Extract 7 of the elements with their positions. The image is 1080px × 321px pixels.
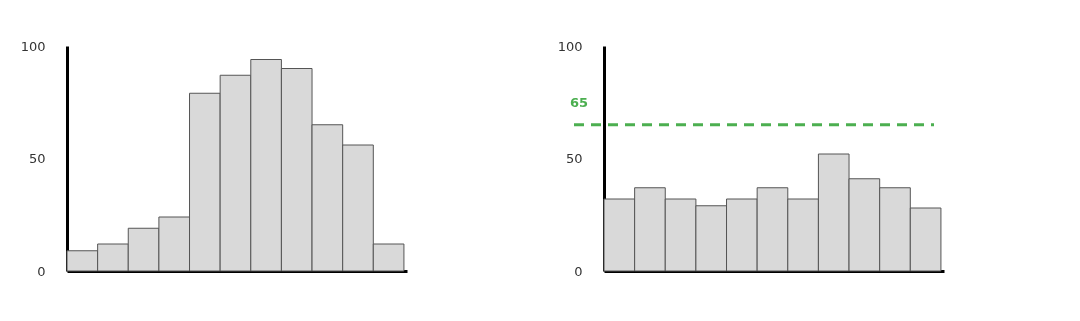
y-tick-label: 50: [28, 151, 46, 166]
y-tick-label: 0: [37, 263, 46, 279]
y-tick-label: 50: [565, 151, 583, 166]
ref-line-label: 65: [570, 94, 589, 110]
y-tick-label: 100: [20, 38, 46, 54]
y-tick-label: 100: [557, 38, 583, 54]
y-tick-label: 0: [574, 263, 583, 279]
